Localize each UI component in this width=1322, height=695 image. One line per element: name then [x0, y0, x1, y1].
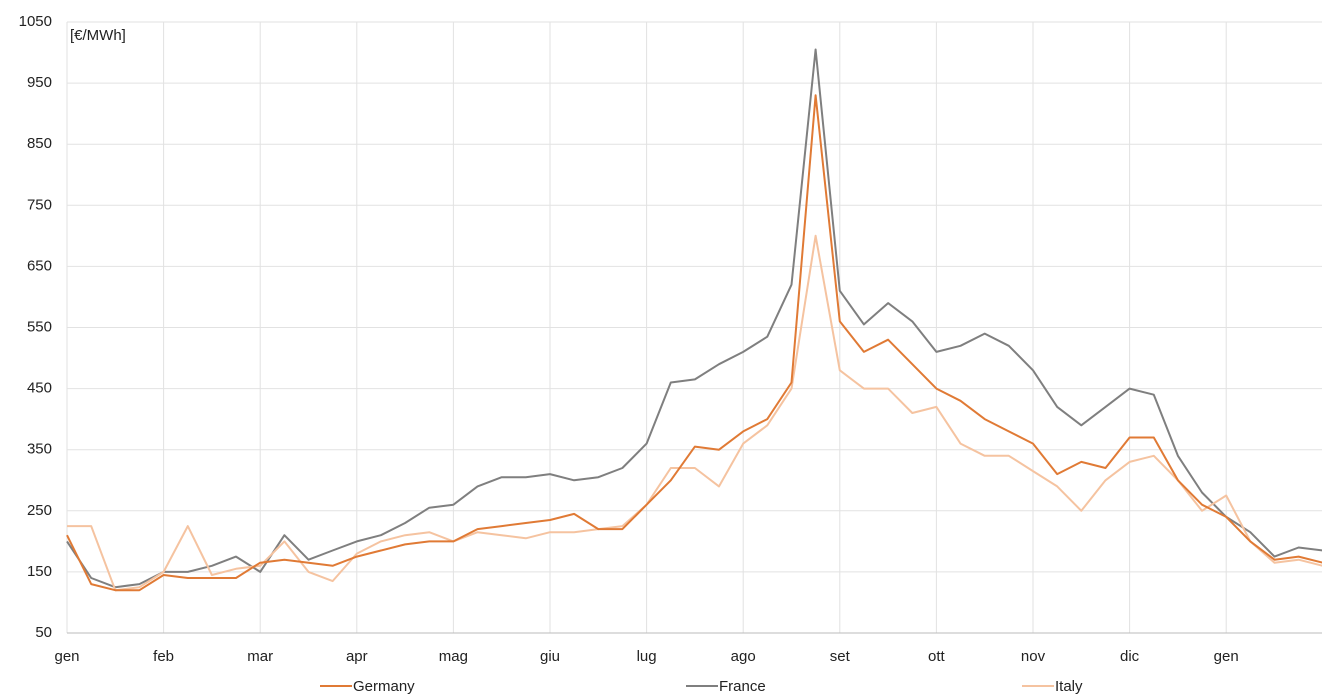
legend-label: Italy: [1055, 678, 1083, 695]
unit-label: [€/MWh]: [70, 27, 126, 44]
x-tick-label: ott: [928, 648, 946, 665]
y-tick-label: 750: [27, 196, 52, 213]
y-tick-label: 1050: [19, 13, 52, 30]
x-tick-label: gen: [1214, 648, 1239, 665]
legend-label: Germany: [353, 678, 415, 695]
x-tick-label: giu: [540, 648, 560, 665]
y-tick-label: 50: [35, 624, 52, 641]
y-tick-label: 650: [27, 257, 52, 274]
x-tick-label: nov: [1021, 648, 1046, 665]
y-tick-label: 150: [27, 563, 52, 580]
x-tick-label: dic: [1120, 648, 1140, 665]
x-tick-label: apr: [346, 648, 368, 665]
x-tick-label: feb: [153, 648, 174, 665]
x-tick-label: mag: [439, 648, 468, 665]
y-tick-label: 350: [27, 441, 52, 458]
y-tick-label: 550: [27, 318, 52, 335]
y-tick-label: 450: [27, 380, 52, 397]
x-tick-label: gen: [54, 648, 79, 665]
x-tick-label: lug: [637, 648, 657, 665]
x-tick-label: set: [830, 648, 851, 665]
y-tick-label: 850: [27, 135, 52, 152]
legend-label: France: [719, 678, 766, 695]
series-line: [67, 234, 1322, 592]
y-tick-label: 250: [27, 502, 52, 519]
series-line: [66, 48, 1322, 589]
x-tick-label: ago: [731, 648, 756, 665]
series-line: [66, 94, 1322, 592]
y-tick-label: 950: [27, 74, 52, 91]
x-tick-label: mar: [247, 648, 273, 665]
